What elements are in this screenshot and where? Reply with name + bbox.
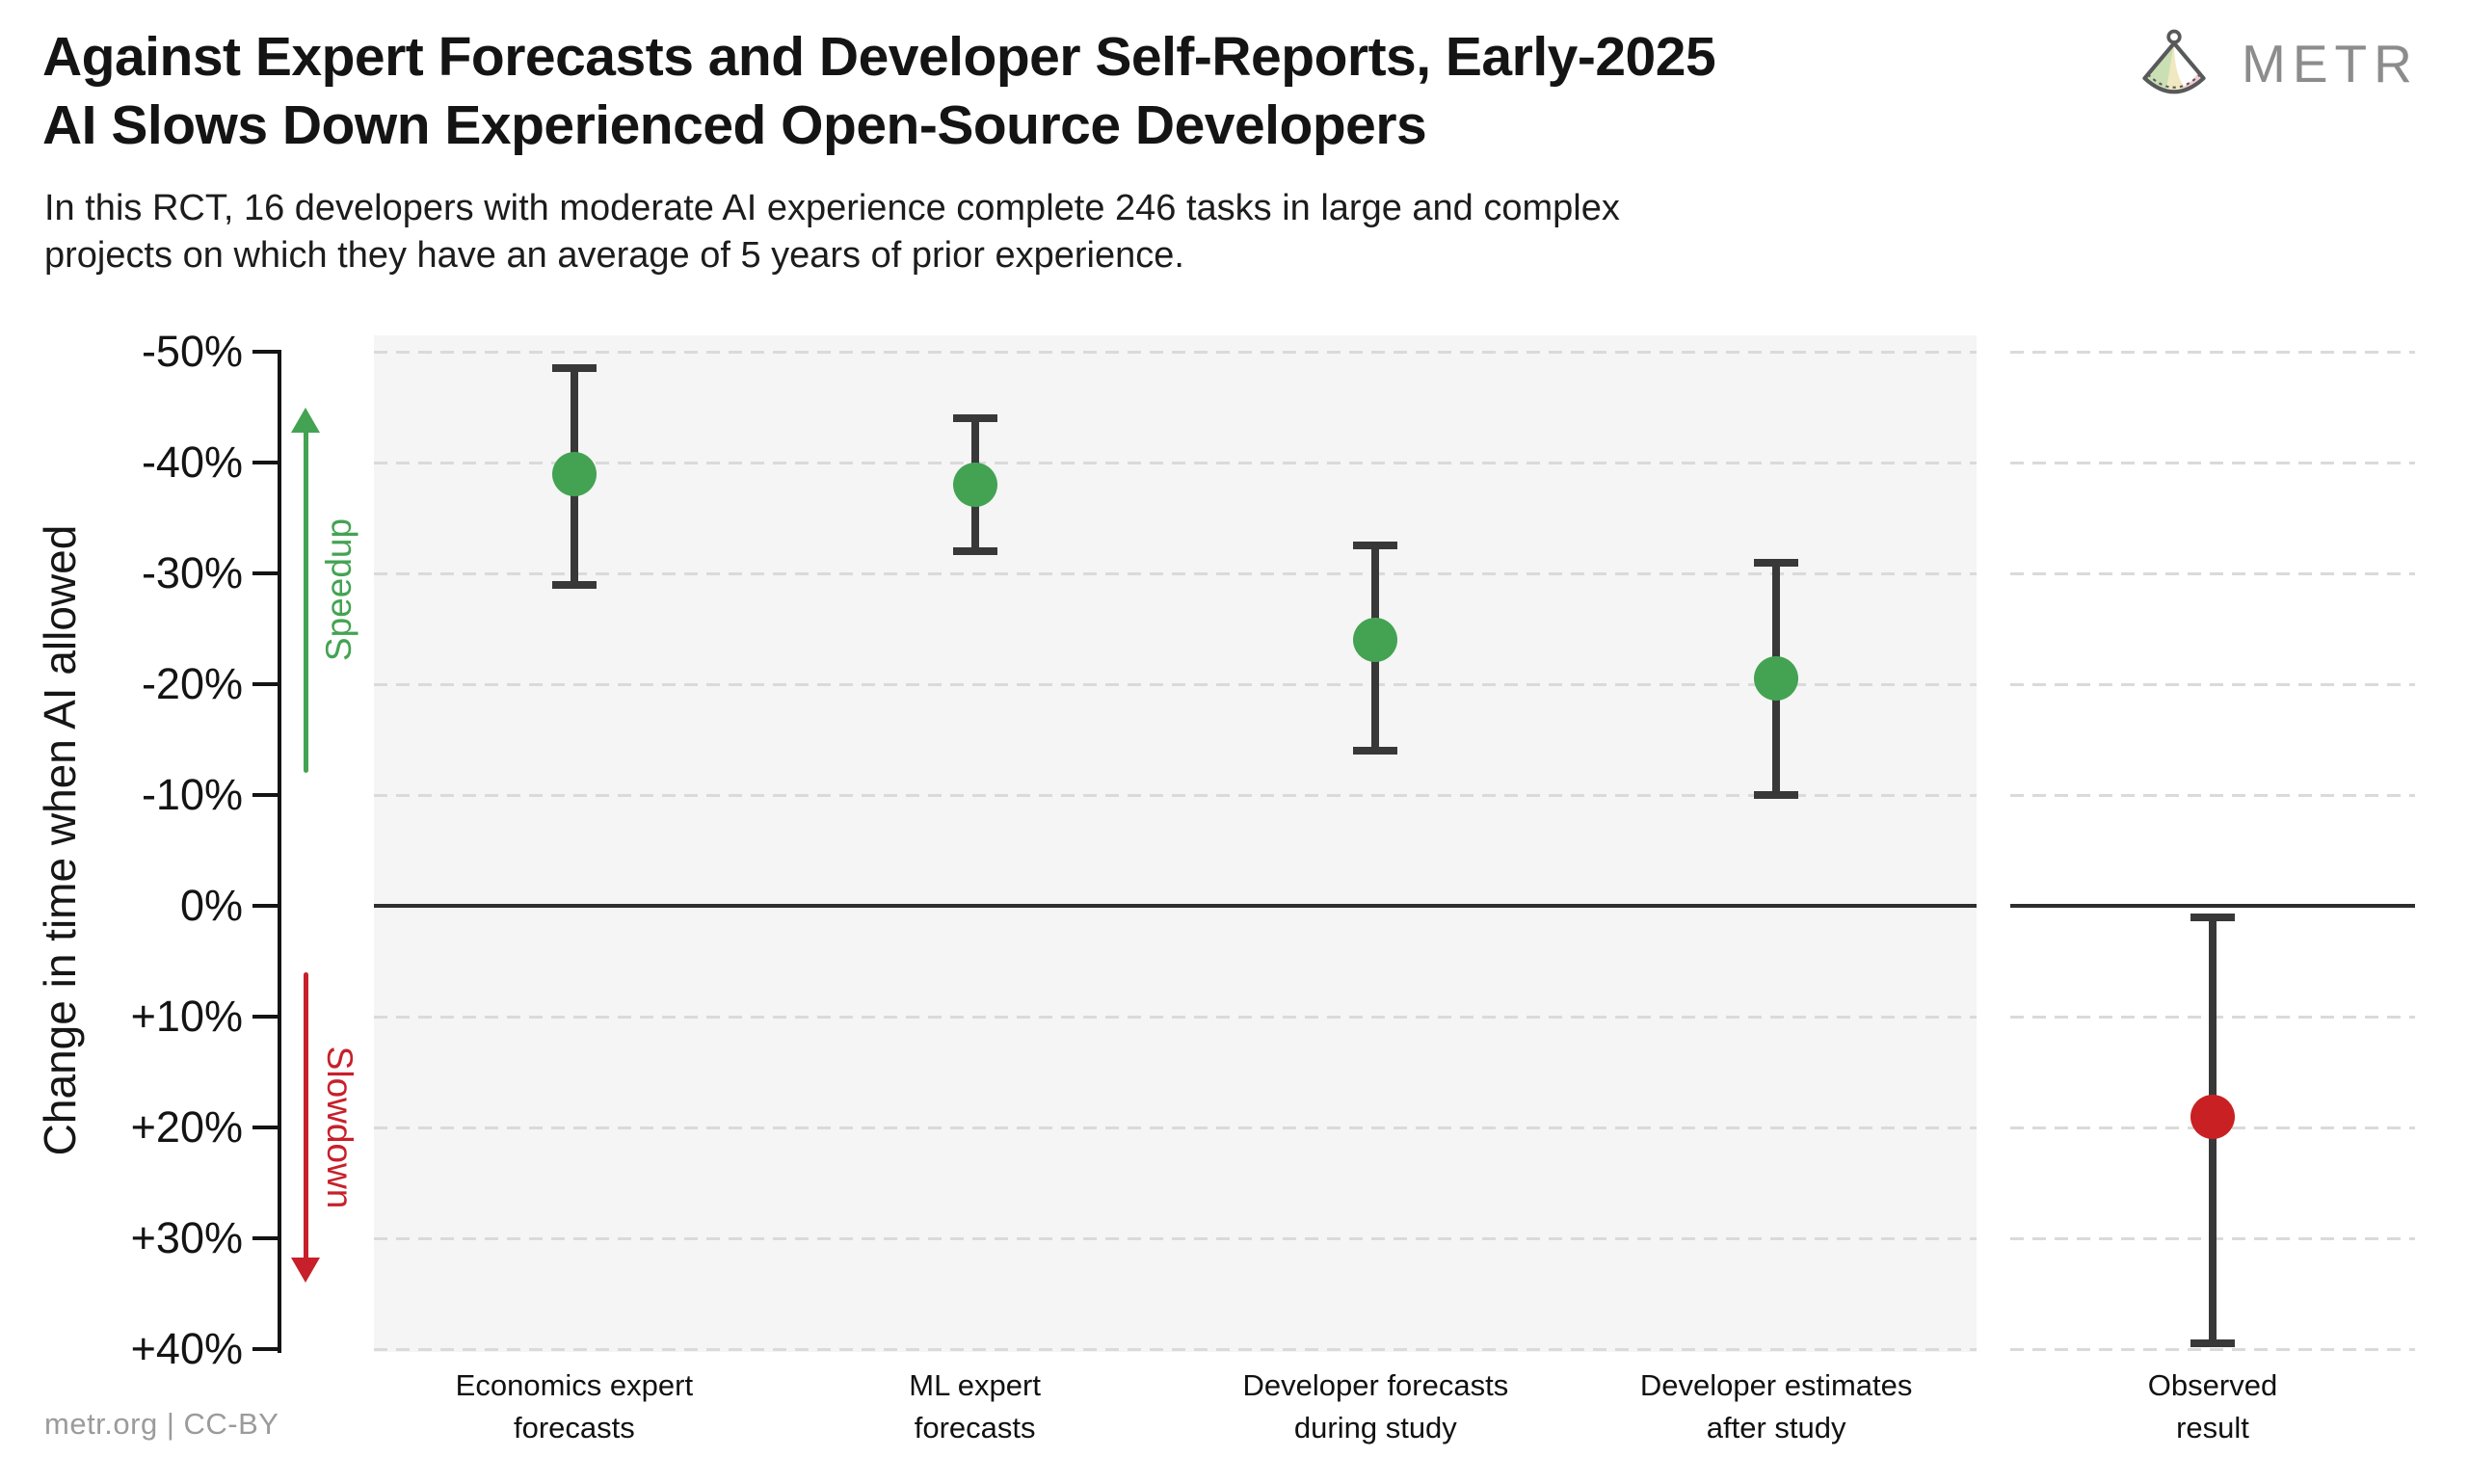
y-tick-mark [252,1015,278,1019]
category-label: Economics expert forecasts [343,1365,806,1449]
gridline [2010,461,2415,464]
category-label-line-1: Observed [2147,1368,2278,1402]
category-label-line-1: Developer forecasts [1242,1368,1509,1402]
y-tick-label: 0% [179,881,243,930]
category-label-line-2: after study [1706,1411,1846,1444]
category-label: Developer estimates after study [1545,1365,2007,1449]
speedup-arrow-head [291,407,320,433]
category-label-line-1: Developer estimates [1639,1368,1913,1402]
y-tick-label: -50% [141,327,243,376]
gridline [374,1015,1977,1019]
gridline [2010,1347,2415,1351]
category-label-line-1: Economics expert [455,1368,694,1402]
y-tick-label: -40% [141,437,243,487]
category-label-line-1: ML expert [909,1368,1041,1402]
gridline [374,571,1977,575]
chart-title-line-2: AI Slows Down Experienced Open-Source De… [42,94,1427,156]
y-tick-label: -30% [141,548,243,597]
y-axis-line [278,350,281,1353]
y-tick-mark [252,1347,278,1351]
category-label-line-2: forecasts [914,1411,1036,1444]
errorbar-cap-top [952,414,997,422]
y-tick-label: +30% [130,1213,243,1262]
gridline [374,682,1977,686]
chart-title: Against Expert Forecasts and Developer S… [42,23,1716,160]
errorbar-cap-bottom [551,580,597,589]
y-tick-mark [252,1236,278,1240]
metr-logo: METR [2132,29,2419,102]
errorbar-cap-bottom [2190,1339,2235,1348]
gridline [374,1236,1977,1240]
y-tick-mark [252,571,278,575]
speedup-arrow-line [303,428,308,773]
y-tick-mark [252,904,278,908]
category-label: Observed result [1981,1365,2444,1449]
y-tick-mark [252,461,278,464]
y-tick-mark [252,1126,278,1129]
data-point-dot [952,463,997,507]
category-label: ML expert forecasts [744,1365,1207,1449]
slowdown-label: Slowdown [320,1046,359,1209]
y-tick-label: +40% [130,1324,243,1373]
gridline [374,461,1977,464]
gridline [2010,571,2415,575]
main-plot-panel [374,335,1977,1352]
data-point-dot [2190,1094,2235,1139]
y-axis-title: Change in time when AI allowed [35,524,85,1156]
gridline [374,1126,1977,1129]
slowdown-arrow-head [291,1258,320,1283]
gridline [2010,682,2415,686]
gridline [2010,793,2415,797]
errorbar-cap-top [1353,542,1398,550]
category-label-line-2: forecasts [513,1411,635,1444]
gridline [374,350,1977,354]
metr-logo-text: METR [2242,34,2419,93]
errorbar-cap-top [1754,558,1799,567]
data-point-dot [551,451,597,496]
zero-line [2010,904,2415,908]
y-tick-label: +20% [130,1102,243,1152]
errorbar-cap-bottom [1353,747,1398,755]
speedup-label: Speedup [319,518,358,662]
data-point-dot [1353,618,1398,662]
chart-subtitle-line-1: In this RCT, 16 developers with moderate… [44,188,1620,228]
y-tick-mark [252,682,278,686]
zero-line [374,904,1977,908]
chart-subtitle: In this RCT, 16 developers with moderate… [44,185,1620,279]
y-tick-label: -20% [141,659,243,708]
metr-protractor-icon [2142,29,2206,94]
gridline [2010,350,2415,354]
y-tick-mark [252,350,278,354]
y-tick-label: -10% [141,770,243,819]
category-label-line-2: result [2176,1411,2249,1444]
chart-title-line-1: Against Expert Forecasts and Developer S… [42,26,1716,88]
chart-subtitle-line-2: projects on which they have an average o… [44,235,1184,276]
gridline [374,793,1977,797]
category-label-line-2: during study [1293,1411,1457,1444]
errorbar-cap-bottom [952,547,997,555]
y-tick-label: +10% [130,992,243,1041]
slowdown-arrow-line [303,972,308,1261]
errorbar-cap-top [551,364,597,373]
source-credit: metr.org | CC-BY [44,1407,279,1441]
errorbar-cap-top [2190,913,2235,921]
gridline [374,1347,1977,1351]
data-point-dot [1754,656,1799,702]
category-label: Developer forecasts during study [1144,1365,1606,1449]
y-tick-mark [252,793,278,797]
errorbar-cap-bottom [1754,791,1799,799]
